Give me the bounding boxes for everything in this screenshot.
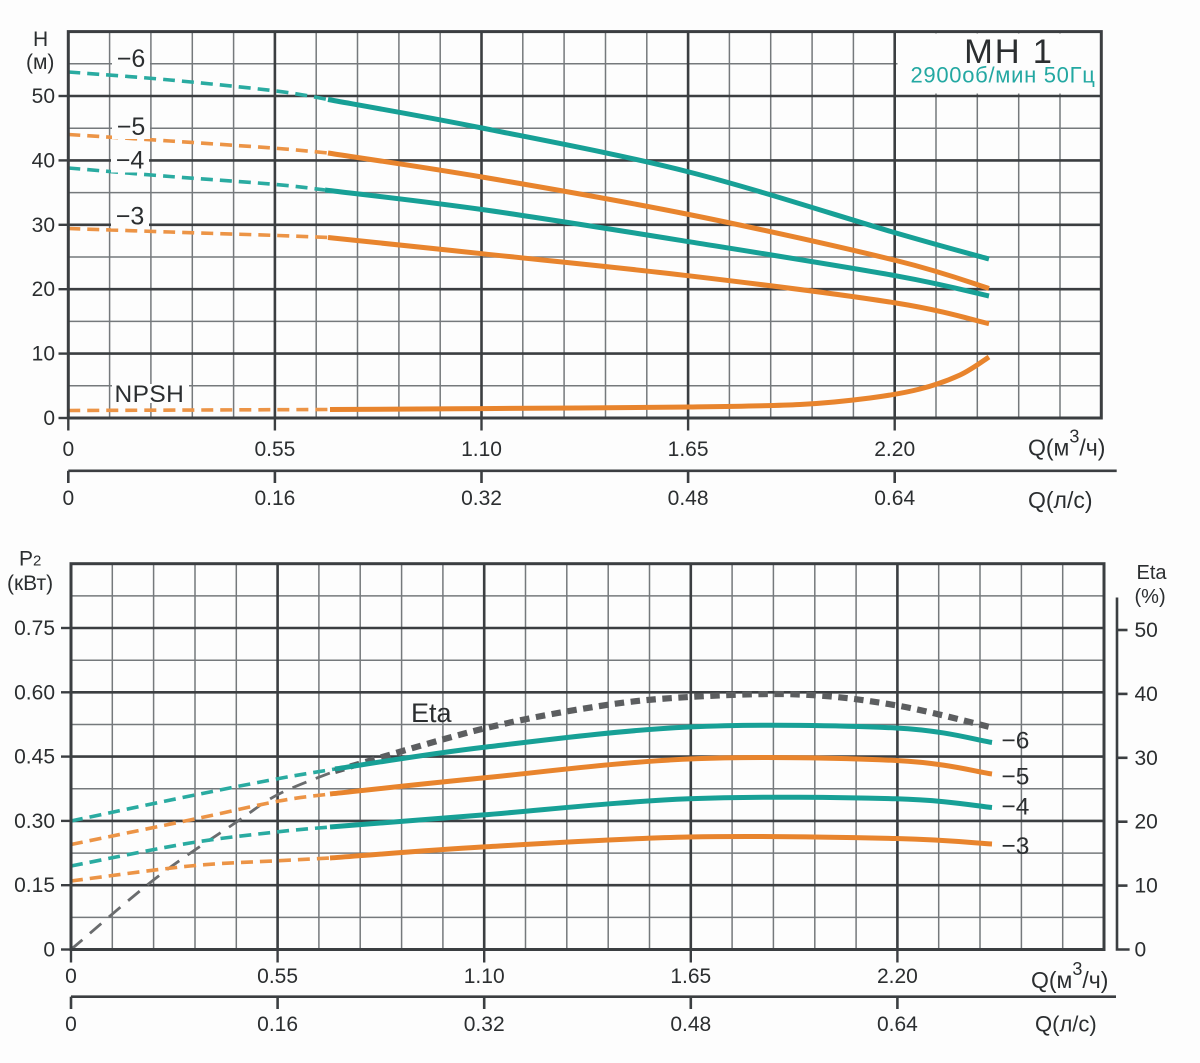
svg-text:40: 40 (1135, 683, 1158, 706)
svg-text:0: 0 (43, 407, 55, 430)
svg-text:1.10: 1.10 (461, 438, 502, 461)
svg-text:0.16: 0.16 (254, 487, 295, 510)
svg-text:0.64: 0.64 (877, 1013, 918, 1036)
svg-text:Eta: Eta (411, 698, 453, 728)
svg-text:0.48: 0.48 (668, 487, 709, 510)
svg-text:1.10: 1.10 (464, 965, 505, 988)
svg-text:−4: −4 (116, 147, 145, 175)
svg-text:0: 0 (43, 939, 55, 962)
svg-text:−3: −3 (116, 203, 145, 231)
svg-text:NPSH: NPSH (115, 381, 185, 408)
svg-text:0.55: 0.55 (257, 965, 298, 988)
svg-text:1.65: 1.65 (668, 438, 709, 461)
svg-text:0.32: 0.32 (461, 487, 502, 510)
svg-text:40: 40 (32, 149, 55, 172)
svg-text:0: 0 (1135, 939, 1147, 962)
svg-text:0: 0 (62, 438, 74, 461)
svg-text:Eta: Eta (1137, 562, 1168, 584)
svg-text:P2: P2 (19, 548, 41, 571)
svg-text:МН 1: МН 1 (964, 33, 1054, 71)
svg-text:30: 30 (32, 214, 55, 237)
svg-text:−5: −5 (117, 113, 146, 141)
svg-text:2.20: 2.20 (877, 965, 918, 988)
svg-text:−6: −6 (117, 45, 146, 73)
svg-text:10: 10 (1135, 875, 1158, 898)
svg-text:−5: −5 (1002, 764, 1030, 791)
svg-text:0.64: 0.64 (874, 487, 915, 510)
svg-text:0: 0 (62, 487, 74, 510)
svg-text:0.55: 0.55 (254, 438, 295, 461)
svg-text:0.60: 0.60 (14, 681, 55, 704)
svg-text:−4: −4 (1002, 794, 1030, 821)
svg-text:−3: −3 (1002, 833, 1030, 860)
svg-text:0.30: 0.30 (14, 810, 55, 833)
svg-text:0.45: 0.45 (14, 746, 55, 769)
svg-text:1.65: 1.65 (670, 965, 711, 988)
svg-text:2.20: 2.20 (874, 438, 915, 461)
svg-text:0.15: 0.15 (14, 874, 55, 897)
svg-text:30: 30 (1135, 747, 1158, 770)
svg-text:0: 0 (65, 965, 77, 988)
svg-text:(м): (м) (26, 51, 54, 74)
svg-text:0.48: 0.48 (670, 1013, 711, 1036)
svg-text:−6: −6 (1002, 728, 1030, 755)
svg-text:(%): (%) (1135, 586, 1166, 608)
svg-text:Q(л/с): Q(л/с) (1028, 487, 1093, 513)
svg-text:2900об/мин 50Гц: 2900об/мин 50Гц (910, 63, 1095, 88)
svg-text:20: 20 (1135, 811, 1158, 834)
svg-text:50: 50 (1135, 619, 1158, 642)
svg-text:0.16: 0.16 (257, 1013, 298, 1036)
svg-text:10: 10 (32, 343, 55, 366)
svg-text:(кВт): (кВт) (7, 572, 53, 595)
svg-text:H: H (33, 28, 48, 51)
svg-text:20: 20 (32, 278, 55, 301)
svg-text:0: 0 (65, 1013, 77, 1036)
svg-text:0.32: 0.32 (464, 1013, 505, 1036)
svg-text:50: 50 (32, 85, 55, 108)
svg-text:0.75: 0.75 (14, 617, 55, 640)
svg-text:Q(л/с): Q(л/с) (1035, 1012, 1097, 1037)
